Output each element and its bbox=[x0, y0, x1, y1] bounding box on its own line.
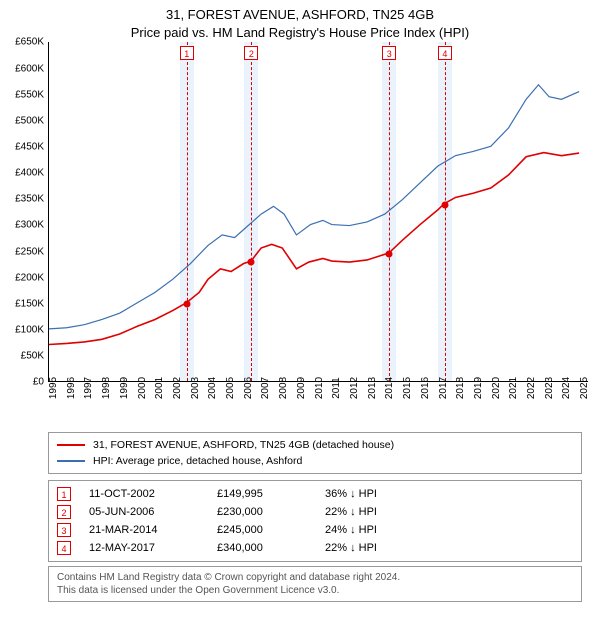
attribution-line2: This data is licensed under the Open Gov… bbox=[57, 584, 573, 597]
y-tick-label: £200K bbox=[15, 272, 44, 283]
x-tick-label: 2017 bbox=[438, 377, 449, 399]
x-tick-label: 2015 bbox=[402, 377, 413, 399]
x-tick-label: 2013 bbox=[367, 377, 378, 399]
x-tick-label: 2009 bbox=[296, 377, 307, 399]
x-tick-label: 2002 bbox=[172, 377, 183, 399]
x-tick-label: 2005 bbox=[225, 377, 236, 399]
x-tick-label: 2016 bbox=[420, 377, 431, 399]
sales-row: 2 05-JUN-2006 £230,000 22% ↓ HPI bbox=[57, 503, 573, 521]
y-tick-label: £150K bbox=[15, 298, 44, 309]
sales-row: 1 11-OCT-2002 £149,995 36% ↓ HPI bbox=[57, 485, 573, 503]
price-chart: £0 £50K £100K £150K £200K £250K £300K £350K £400… bbox=[0, 42, 600, 432]
legend-item-price-paid: 31, FOREST AVENUE, ASHFORD, TN25 4GB (de… bbox=[57, 437, 573, 453]
sale-price: £340,000 bbox=[217, 542, 307, 554]
sale-number: 2 bbox=[57, 505, 71, 519]
x-tick-label: 2018 bbox=[455, 377, 466, 399]
y-tick-label: £300K bbox=[15, 220, 44, 231]
y-tick-label: £50K bbox=[21, 351, 44, 362]
y-tick-label: £450K bbox=[15, 141, 44, 152]
page-title-line2: Price paid vs. HM Land Registry's House … bbox=[0, 24, 600, 42]
sale-price: £245,000 bbox=[217, 524, 307, 536]
sale-diff: 22% ↓ HPI bbox=[325, 542, 573, 554]
sale-point bbox=[441, 201, 448, 208]
y-tick-label: £400K bbox=[15, 168, 44, 179]
x-tick-label: 2023 bbox=[544, 377, 555, 399]
sale-diff: 22% ↓ HPI bbox=[325, 506, 573, 518]
legend: 31, FOREST AVENUE, ASHFORD, TN25 4GB (de… bbox=[48, 432, 582, 474]
sale-date: 05-JUN-2006 bbox=[89, 506, 199, 518]
sales-table: 1 11-OCT-2002 £149,995 36% ↓ HPI 2 05-JUN-200… bbox=[48, 480, 582, 562]
x-tick-label: 2003 bbox=[190, 377, 201, 399]
x-tick-label: 2020 bbox=[491, 377, 502, 399]
sale-diff: 24% ↓ HPI bbox=[325, 524, 573, 536]
sale-date: 21-MAR-2014 bbox=[89, 524, 199, 536]
sale-marker: 1 bbox=[180, 46, 194, 60]
sale-diff: 36% ↓ HPI bbox=[325, 488, 573, 500]
y-axis: £0£50K£100K£150K£200K£250K£300K£350K£400… bbox=[0, 42, 48, 382]
page-title-line1: 31, FOREST AVENUE, ASHFORD, TN25 4GB bbox=[0, 6, 600, 24]
x-tick-label: 1998 bbox=[101, 377, 112, 399]
sale-date: 11-OCT-2002 bbox=[89, 488, 199, 500]
sale-date: 12-MAY-2017 bbox=[89, 542, 199, 554]
series-line-hpi bbox=[49, 85, 579, 329]
x-tick-label: 2007 bbox=[260, 377, 271, 399]
sale-point bbox=[183, 300, 190, 307]
x-tick-label: 1995 bbox=[48, 377, 59, 399]
series-line-price_paid bbox=[49, 153, 579, 345]
legend-label: HPI: Average price, detached house, Ashf… bbox=[93, 455, 302, 467]
x-tick-label: 2024 bbox=[561, 377, 572, 399]
sales-row: 3 21-MAR-2014 £245,000 24% ↓ HPI bbox=[57, 521, 573, 539]
y-tick-label: £100K bbox=[15, 325, 44, 336]
sales-row: 4 12-MAY-2017 £340,000 22% ↓ HPI bbox=[57, 539, 573, 557]
attribution-line1: Contains HM Land Registry data © Crown c… bbox=[57, 571, 573, 584]
sale-number: 1 bbox=[57, 487, 71, 501]
sale-price: £230,000 bbox=[217, 506, 307, 518]
y-tick-label: £600K bbox=[15, 63, 44, 74]
legend-item-hpi: HPI: Average price, detached house, Ashf… bbox=[57, 453, 573, 469]
y-tick-label: £350K bbox=[15, 194, 44, 205]
sale-point bbox=[248, 259, 255, 266]
legend-swatch bbox=[57, 460, 85, 462]
x-axis: 1995199619971998199920002001200220032004… bbox=[48, 384, 588, 432]
legend-label: 31, FOREST AVENUE, ASHFORD, TN25 4GB (de… bbox=[93, 439, 394, 451]
sale-point bbox=[386, 251, 393, 258]
x-tick-label: 1997 bbox=[83, 377, 94, 399]
x-tick-label: 2012 bbox=[349, 377, 360, 399]
x-tick-label: 2006 bbox=[243, 377, 254, 399]
x-tick-label: 2000 bbox=[137, 377, 148, 399]
sale-number: 4 bbox=[57, 541, 71, 555]
x-tick-label: 2022 bbox=[526, 377, 537, 399]
y-tick-label: £500K bbox=[15, 115, 44, 126]
sale-marker: 4 bbox=[438, 46, 452, 60]
x-tick-label: 2008 bbox=[278, 377, 289, 399]
y-tick-label: £0 bbox=[33, 377, 44, 388]
sale-marker: 2 bbox=[244, 46, 258, 60]
y-tick-label: £550K bbox=[15, 89, 44, 100]
sale-number: 3 bbox=[57, 523, 71, 537]
x-tick-label: 2004 bbox=[207, 377, 218, 399]
x-tick-label: 2001 bbox=[154, 377, 165, 399]
x-tick-label: 2011 bbox=[331, 378, 342, 400]
sale-price: £149,995 bbox=[217, 488, 307, 500]
x-tick-label: 1999 bbox=[119, 377, 130, 399]
y-tick-label: £650K bbox=[15, 37, 44, 48]
x-tick-label: 2014 bbox=[384, 377, 395, 399]
x-tick-label: 2025 bbox=[579, 377, 590, 399]
sale-marker: 3 bbox=[382, 46, 396, 60]
y-tick-label: £250K bbox=[15, 246, 44, 257]
attribution: Contains HM Land Registry data © Crown c… bbox=[48, 566, 582, 602]
legend-swatch bbox=[57, 444, 85, 446]
x-tick-label: 2010 bbox=[314, 377, 325, 399]
x-tick-label: 1996 bbox=[66, 377, 77, 399]
plot-area: 1 2 3 4 bbox=[48, 42, 588, 382]
x-tick-label: 2021 bbox=[508, 377, 519, 399]
x-tick-label: 2019 bbox=[473, 377, 484, 399]
